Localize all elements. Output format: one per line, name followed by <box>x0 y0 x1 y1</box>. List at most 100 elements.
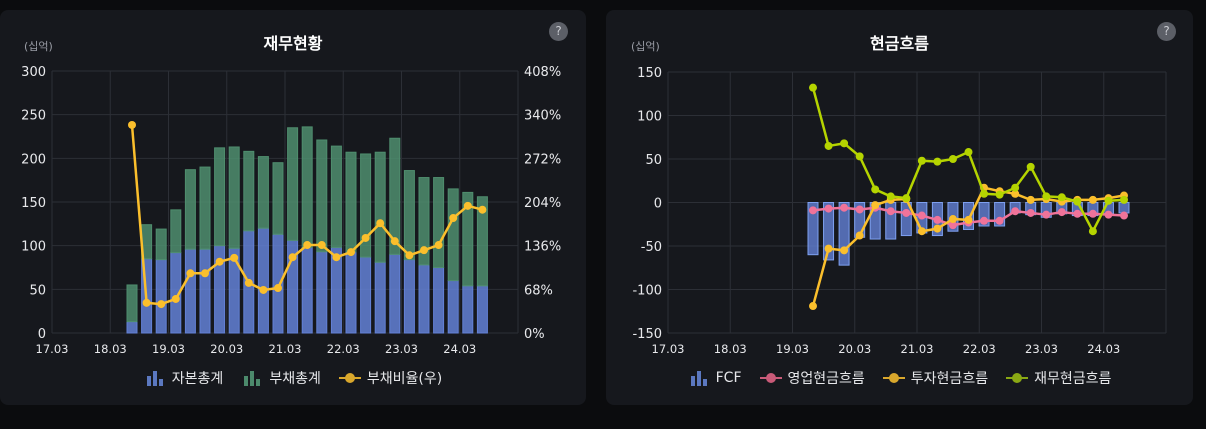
data-point <box>1057 208 1066 217</box>
y2-tick-label: 136% <box>524 240 561 255</box>
bar <box>462 285 474 334</box>
y2-tick-label: 68% <box>524 283 553 298</box>
cash-flow-panel: 현금흐름 ? (십억) -150 -100 -50 0 50 100 150 17.03 18.… <box>606 10 1193 405</box>
legend-label: FCF <box>715 370 742 386</box>
x-tick-label: 18.03 <box>714 342 747 356</box>
data-point <box>376 219 385 228</box>
data-point <box>347 248 355 257</box>
data-point <box>917 227 926 236</box>
y-tick-label: -50 <box>641 240 662 255</box>
data-point <box>390 237 399 246</box>
y-tick-label: 250 <box>21 109 46 124</box>
data-point <box>809 206 817 215</box>
x-tick-label: 19.03 <box>776 342 809 356</box>
bar <box>374 261 386 334</box>
data-point <box>1088 195 1097 204</box>
bar <box>155 259 167 334</box>
data-point <box>824 244 833 253</box>
legend-item[interactable]: FCF <box>688 368 742 388</box>
x-tick-label: 21.03 <box>901 342 934 356</box>
bar <box>418 177 430 266</box>
y-tick-label: 0 <box>38 327 46 342</box>
bar <box>214 147 226 247</box>
legend-item[interactable]: 영업현금흐름 <box>759 368 865 388</box>
cash-flow-chart: -150 -100 -50 0 50 100 150 17.03 18.03 19.03 20.03… <box>632 66 1167 356</box>
data-point <box>1120 195 1128 204</box>
x-tick-label: 18.03 <box>94 342 127 356</box>
data-point <box>933 215 942 224</box>
y-tick-label: 50 <box>29 283 46 298</box>
y-tick-label: 100 <box>21 240 46 255</box>
data-point <box>478 205 487 214</box>
data-point <box>303 241 312 250</box>
unit-label: (십억) <box>24 40 53 53</box>
bar <box>807 202 819 256</box>
legend-item[interactable]: 부채비율(우) <box>338 368 442 388</box>
data-point <box>1104 196 1113 205</box>
data-point <box>171 294 180 303</box>
bar <box>462 191 474 287</box>
bar <box>374 151 386 263</box>
bar <box>155 228 167 261</box>
legend-item[interactable]: 재무현금흐름 <box>1006 368 1111 388</box>
bar <box>403 170 415 261</box>
data-point <box>1088 209 1097 218</box>
data-point <box>933 157 942 166</box>
y-tick-label: -150 <box>632 327 662 342</box>
data-point <box>809 302 817 311</box>
data-point <box>840 246 849 255</box>
bar <box>257 156 269 229</box>
bar <box>433 177 445 268</box>
legend-label: 재무현금흐름 <box>1034 371 1112 387</box>
data-point <box>886 192 895 201</box>
data-point <box>1088 227 1097 236</box>
data-point <box>1042 192 1051 201</box>
data-point <box>244 278 253 287</box>
x-tick-label: 22.03 <box>327 342 360 356</box>
data-point <box>463 201 472 210</box>
data-point <box>948 221 957 230</box>
data-point <box>917 211 926 220</box>
legend-item[interactable]: 자본총계 <box>144 368 223 388</box>
data-point <box>274 284 282 293</box>
legend-label: 투자현금흐름 <box>910 371 989 387</box>
data-point <box>871 201 880 210</box>
data-point <box>995 190 1004 199</box>
bar <box>403 259 415 334</box>
data-point <box>886 207 895 216</box>
financial-status-chart: 0 0% 50 68% 100 136% 150 204% 200 272% 250 340% 300 4… <box>21 65 561 356</box>
line-dot-icon <box>882 373 905 383</box>
bar <box>184 248 196 334</box>
bar <box>243 150 255 232</box>
help-icon[interactable]: ? <box>1157 22 1176 41</box>
x-tick-label: 17.03 <box>652 342 685 356</box>
legend-label: 영업현금흐름 <box>787 371 865 387</box>
bar <box>476 285 488 334</box>
data-point <box>1042 210 1051 219</box>
data-point <box>917 156 926 165</box>
x-tick-label: 17.03 <box>36 342 69 356</box>
help-icon[interactable]: ? <box>549 22 568 41</box>
data-point <box>980 216 989 225</box>
data-point <box>824 141 833 150</box>
bar <box>126 321 138 334</box>
y-tick-label: 150 <box>21 196 46 211</box>
panel-title: 재무현황 <box>263 34 323 53</box>
legend-item[interactable]: 투자현금흐름 <box>882 368 989 388</box>
financial-status-panel: 재무현황 ? (십억) 0 0% 50 68% 100 136% 150 204% 200 272… <box>0 10 586 405</box>
data-point <box>201 269 209 278</box>
data-point <box>855 205 864 214</box>
legend-item[interactable]: 부채총계 <box>241 368 321 388</box>
legend-label: 부채총계 <box>269 371 321 387</box>
x-tick-label: 20.03 <box>838 342 871 356</box>
data-point <box>405 251 414 260</box>
bar <box>272 233 284 334</box>
line-dot-icon <box>338 373 361 383</box>
data-point <box>230 253 239 262</box>
y-tick-label: 200 <box>21 152 46 167</box>
x-tick-label: 23.03 <box>385 342 418 356</box>
bar <box>360 153 372 258</box>
line-dot-icon <box>1006 373 1029 383</box>
bar <box>389 253 401 334</box>
bar <box>287 127 299 241</box>
